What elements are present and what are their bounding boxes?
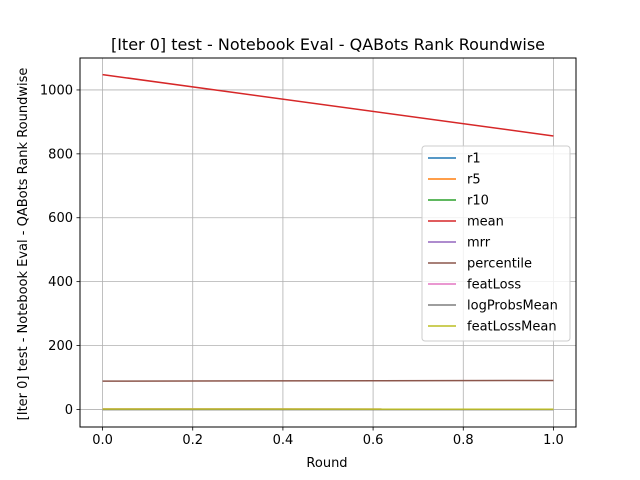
legend-label-featLoss: featLoss: [467, 278, 521, 293]
y-tick-label: 800: [48, 147, 73, 162]
x-tick-label: 0.2: [182, 433, 203, 448]
x-tick-label: 0.8: [453, 433, 474, 448]
y-tick-label: 1000: [40, 83, 73, 98]
legend-label-mrr: mrr: [467, 236, 491, 251]
x-tick-label: 0.0: [92, 433, 113, 448]
series-line-percentile: [102, 379, 554, 382]
chart-title: [Iter 0] test - Notebook Eval - QABots R…: [111, 35, 545, 54]
y-tick-label: 400: [48, 275, 73, 290]
legend: r1 r5 r10 mean mrr percentile featLoss logProbs…: [421, 145, 571, 342]
legend-label-r5: r5: [467, 173, 481, 188]
y-tick-label: 200: [48, 339, 73, 354]
plot-area-frame: [79, 57, 577, 428]
x-axis-label: Round: [306, 456, 347, 471]
legend-label-mean: mean: [467, 215, 504, 230]
legend-label-featLossMean: featLossMean: [467, 320, 557, 335]
legend-label-percentile: percentile: [467, 257, 532, 272]
legend-label-r1: r1: [467, 152, 481, 167]
x-tick-label: 1.0: [543, 433, 564, 448]
series-line-mean: [102, 73, 554, 137]
legend-label-r10: r10: [467, 194, 489, 209]
data-series: [102, 73, 554, 411]
axis-ticks: 0.0 0.2 0.4 0.6 0.8 1.0 0 200 400 600 800 1000: [40, 83, 564, 448]
x-tick-label: 0.6: [363, 433, 384, 448]
y-tick-label: 0: [65, 403, 73, 418]
x-tick-label: 0.4: [273, 433, 294, 448]
legend-box: [421, 145, 571, 342]
y-tick-label: 600: [48, 211, 73, 226]
y-axis-label: [Iter 0] test - Notebook Eval - QABots R…: [16, 68, 31, 421]
legend-label-logProbsMean: logProbsMean: [467, 299, 558, 314]
